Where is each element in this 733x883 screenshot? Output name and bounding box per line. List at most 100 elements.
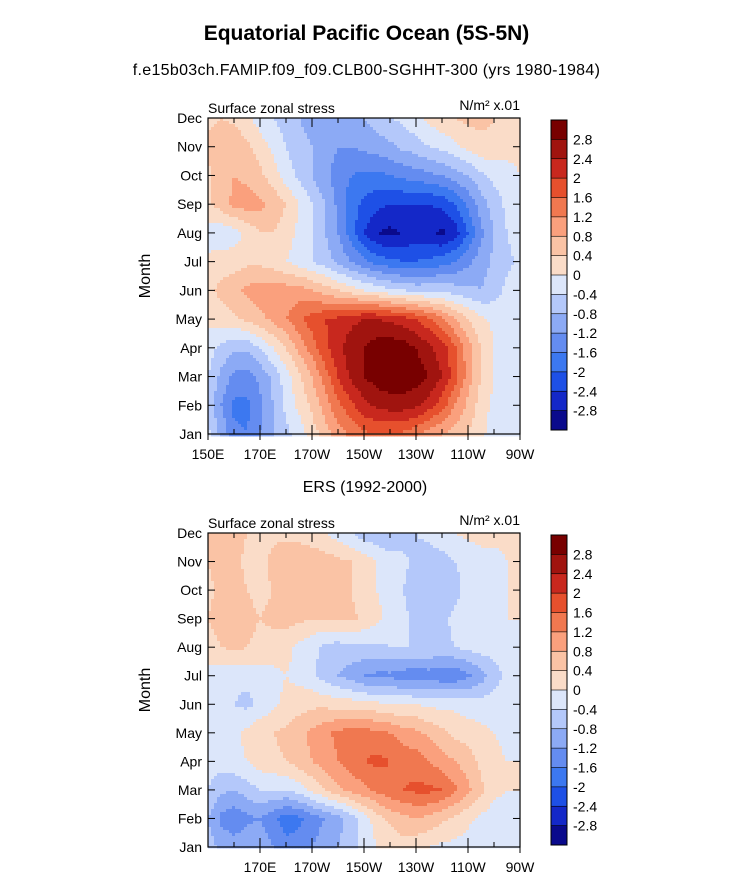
- x-tick-label: 150E: [192, 446, 225, 462]
- colorbar-box: [551, 729, 567, 749]
- y-tick-label: Oct: [180, 582, 202, 598]
- x-tick-label: 150W: [346, 859, 383, 875]
- colorbar-box: [551, 139, 567, 159]
- colorbar-label: 1.2: [573, 624, 593, 640]
- colorbar-box: [551, 353, 567, 373]
- x-tick-label: 130W: [398, 446, 435, 462]
- left-label: Surface zonal stress: [208, 100, 335, 116]
- colorbar-box: [551, 593, 567, 613]
- x-tick-label: 110W: [450, 859, 486, 875]
- y-tick-label: Jan: [179, 426, 202, 442]
- colorbar-label: 1.6: [573, 190, 593, 206]
- x-tick-label: 170E: [244, 446, 277, 462]
- colorbar-label: 2: [573, 170, 581, 186]
- colorbar-label: -0.4: [573, 286, 597, 302]
- x-tick-label: 90W: [506, 446, 536, 462]
- colorbar-label: 2.4: [573, 566, 593, 582]
- colorbar-box: [551, 632, 567, 652]
- y-tick-label: Jul: [184, 254, 202, 270]
- colorbar-box: [551, 159, 567, 179]
- colorbar-label: -2.8: [573, 818, 597, 834]
- y-tick-label: Jun: [179, 696, 202, 712]
- y-tick-label: Feb: [178, 810, 202, 826]
- heatmap-chart-2: JanFebMarAprMayJunJulAugSepOctNovDec170E…: [137, 479, 597, 875]
- x-tick-label: 170W: [294, 859, 331, 875]
- colorbar-box: [551, 391, 567, 411]
- colorbar-box: [551, 178, 567, 198]
- colorbar-label: 1.6: [573, 605, 593, 621]
- colorbar-label: 1.2: [573, 209, 593, 225]
- y-tick-label: Jan: [179, 839, 202, 855]
- colorbar-label: 2.8: [573, 131, 593, 147]
- x-tick-label: 170E: [244, 859, 277, 875]
- colorbar-box: [551, 535, 567, 555]
- y-axis-label: Month: [137, 254, 154, 298]
- y-axis-label: Month: [137, 668, 154, 712]
- colorbar-box: [551, 236, 567, 256]
- heatmap-field: [208, 118, 520, 436]
- units-label: N/m² x.01: [459, 97, 520, 113]
- colorbar-label: -0.8: [573, 721, 597, 737]
- colorbar-box: [551, 411, 567, 431]
- heatmap-field: [208, 533, 520, 848]
- x-tick-label: 150W: [346, 446, 383, 462]
- y-tick-label: Sep: [177, 196, 202, 212]
- colorbar-box: [551, 198, 567, 218]
- y-tick-label: Jul: [184, 668, 202, 684]
- colorbar-label: 0: [573, 267, 581, 283]
- colorbar-box: [551, 651, 567, 671]
- colorbar-box: [551, 120, 567, 140]
- colorbar-box: [551, 256, 567, 276]
- colorbar: 2.82.421.61.20.80.40-0.4-0.8-1.2-1.6-2-2…: [551, 120, 597, 430]
- colorbar-label: 2.4: [573, 151, 593, 167]
- colorbar-box: [551, 372, 567, 392]
- left-label: Surface zonal stress: [208, 515, 335, 531]
- colorbar-label: -2.4: [573, 383, 597, 399]
- x-tick-label: 110W: [450, 446, 486, 462]
- y-tick-label: Nov: [177, 139, 202, 155]
- colorbar-box: [551, 217, 567, 237]
- colorbar-box: [551, 768, 567, 788]
- colorbar-label: 2.8: [573, 546, 593, 562]
- colorbar-box: [551, 574, 567, 594]
- colorbar-box: [551, 554, 567, 574]
- colorbar-label: -1.2: [573, 325, 597, 341]
- y-tick-label: Dec: [177, 110, 202, 126]
- y-tick-label: Nov: [177, 554, 202, 570]
- units-label: N/m² x.01: [459, 512, 520, 528]
- colorbar-label: -0.8: [573, 306, 597, 322]
- colorbar-box: [551, 671, 567, 691]
- y-tick-label: Mar: [178, 782, 202, 798]
- y-tick-label: Mar: [178, 369, 202, 385]
- colorbar-label: 0.4: [573, 248, 593, 264]
- colorbar-label: 0.8: [573, 643, 593, 659]
- colorbar-box: [551, 333, 567, 353]
- colorbar-label: 0.4: [573, 663, 593, 679]
- y-tick-label: May: [176, 725, 202, 741]
- colorbar-label: -2.4: [573, 798, 597, 814]
- y-tick-label: Dec: [177, 525, 202, 541]
- colorbar-label: -1.6: [573, 345, 597, 361]
- colorbar: 2.82.421.61.20.80.40-0.4-0.8-1.2-1.6-2-2…: [551, 535, 597, 845]
- colorbar-box: [551, 294, 567, 314]
- colorbar-box: [551, 748, 567, 768]
- chart-title: ERS (1992-2000): [303, 479, 428, 496]
- y-tick-label: Oct: [180, 167, 202, 183]
- x-tick-label: 90W: [506, 859, 536, 875]
- y-tick-label: Aug: [177, 225, 202, 241]
- y-tick-label: Feb: [178, 397, 202, 413]
- y-tick-label: Apr: [180, 340, 202, 356]
- colorbar-box: [551, 613, 567, 633]
- y-tick-label: Jun: [179, 282, 202, 298]
- colorbar-label: -1.6: [573, 760, 597, 776]
- y-tick-label: May: [176, 311, 202, 327]
- colorbar-label: 0.8: [573, 228, 593, 244]
- y-tick-label: Sep: [177, 611, 202, 627]
- colorbar-box: [551, 709, 567, 729]
- colorbar-label: -2.8: [573, 403, 597, 419]
- colorbar-box: [551, 806, 567, 826]
- colorbar-box: [551, 826, 567, 846]
- y-tick-label: Apr: [180, 753, 202, 769]
- colorbar-box: [551, 314, 567, 334]
